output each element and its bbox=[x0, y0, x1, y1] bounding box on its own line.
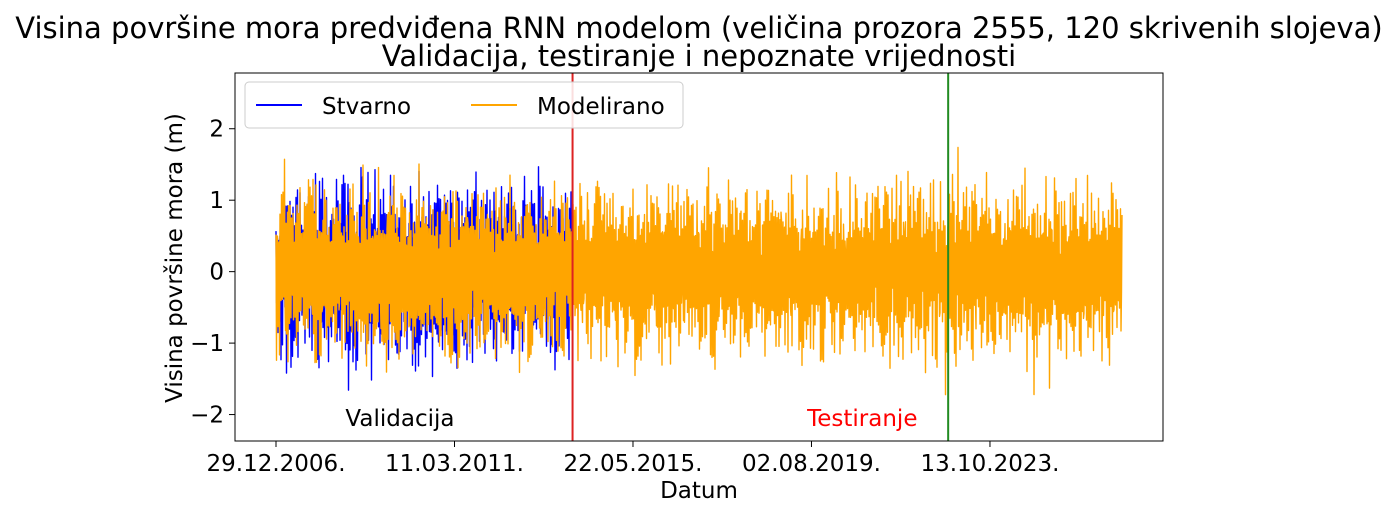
x-axis-label: Datum bbox=[660, 478, 738, 504]
legend: Stvarno Modelirano bbox=[244, 81, 684, 129]
annotation-testiranje: Testiranje bbox=[806, 406, 917, 432]
y-tick-label: 0 bbox=[209, 260, 224, 286]
y-axis-ticks: 2 1 0 −1 −2 bbox=[190, 117, 235, 429]
y-tick-label: 2 bbox=[209, 117, 224, 143]
series-line-modelirano bbox=[275, 146, 1123, 396]
legend-label-stvarno: Stvarno bbox=[322, 94, 411, 120]
legend-box bbox=[244, 81, 684, 129]
series-layer bbox=[275, 146, 1123, 396]
annotations: Validacija Testiranje bbox=[345, 406, 917, 432]
chart-subtitle: Validacija, testiranje i nepoznate vrije… bbox=[382, 39, 1016, 73]
x-tick-label: 22.05.2015. bbox=[563, 451, 702, 477]
x-tick-label: 02.08.2019. bbox=[742, 451, 881, 477]
y-tick-label: 1 bbox=[209, 188, 224, 214]
plot-frame bbox=[234, 72, 1164, 442]
plot-area: Validacija Testiranje bbox=[234, 72, 1164, 442]
x-tick-label: 11.03.2011. bbox=[385, 451, 524, 477]
vertical-lines bbox=[571, 73, 950, 441]
y-tick-label: −1 bbox=[190, 331, 224, 357]
y-axis-label: Visina površine mora (m) bbox=[162, 113, 188, 403]
chart-title: Visina površine mora predviđena RNN mode… bbox=[15, 11, 1383, 45]
annotation-validacija: Validacija bbox=[345, 406, 454, 432]
legend-label-modelirano: Modelirano bbox=[537, 94, 665, 120]
y-tick-label: −2 bbox=[190, 403, 224, 429]
x-axis-ticks: 29.12.2006. 11.03.2011. 22.05.2015. 02.08.2… bbox=[207, 441, 1059, 477]
x-tick-label: 29.12.2006. bbox=[207, 451, 346, 477]
x-tick-label: 13.10.2023. bbox=[920, 451, 1059, 477]
